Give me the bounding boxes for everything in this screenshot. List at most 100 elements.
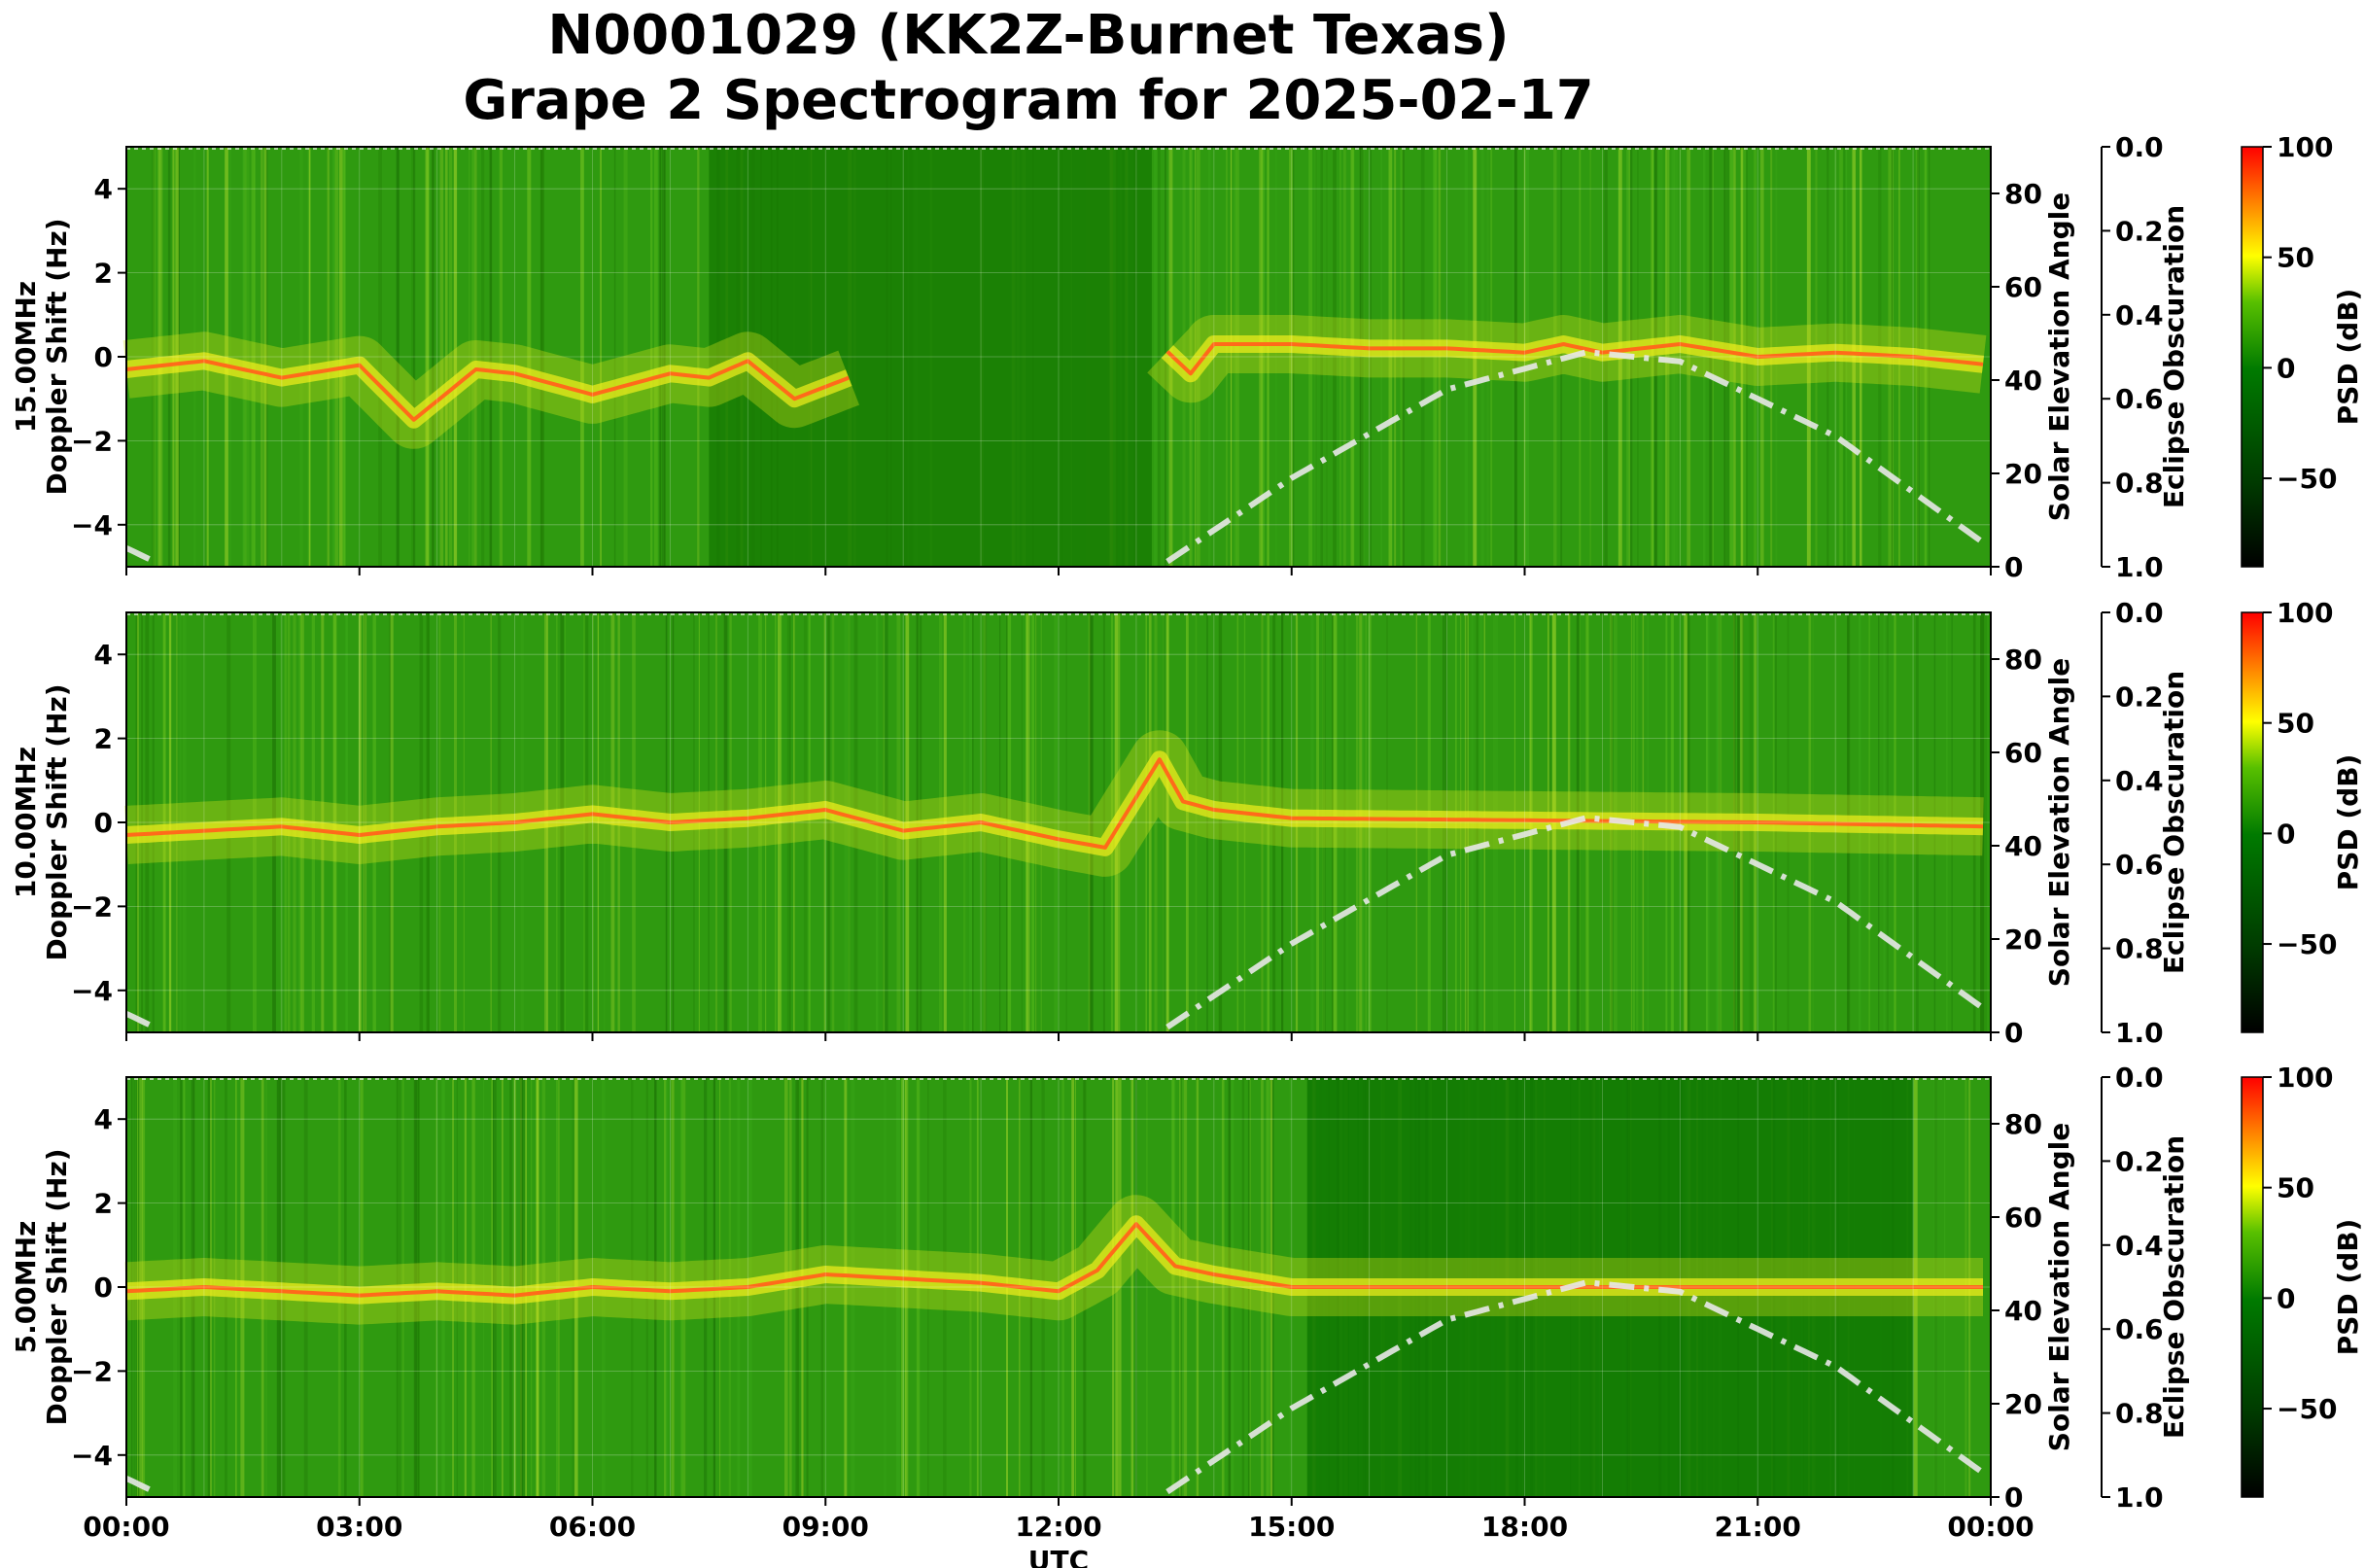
x-axis-label: UTC — [1028, 1545, 1089, 1568]
spectrogram-streak — [659, 147, 661, 567]
y-tick-label: 2 — [94, 1188, 113, 1220]
spectrogram-streak — [332, 147, 335, 567]
spectrogram-streak — [363, 612, 367, 1032]
psd-colorbar — [2241, 1076, 2264, 1498]
spectrogram-streak — [1230, 147, 1233, 567]
colorbar-tick-label: −50 — [2277, 928, 2337, 960]
elevation-tick-label: 40 — [2004, 830, 2042, 862]
elevation-tick-label: 0 — [2004, 1017, 2023, 1049]
spectrogram-streak — [1674, 147, 1678, 567]
spectrogram-streak — [1665, 147, 1667, 567]
colorbar-tick-label: 0 — [2277, 1282, 2295, 1314]
eclipse-tick-label: 1.0 — [2115, 1017, 2164, 1049]
spectrogram-streak — [334, 147, 336, 567]
spectrogram-streak — [168, 612, 172, 1032]
spectrogram-streak — [1326, 147, 1328, 567]
colorbar-tick-label: 50 — [2277, 242, 2314, 274]
spectrogram-streak — [413, 147, 416, 567]
spectrogram-streak — [793, 612, 795, 1032]
elevation-axis-label: Solar Elevation Angle — [2043, 658, 2075, 987]
spectrogram-streak — [1186, 612, 1189, 1032]
spectrogram-streak — [851, 1077, 855, 1497]
y-tick-label: 0 — [94, 807, 113, 839]
y-tick-label: 4 — [94, 639, 113, 671]
eclipse-tick-label: 0.6 — [2115, 849, 2164, 881]
spectrogram-streak — [1189, 147, 1193, 567]
spectrogram-streak — [1179, 1077, 1183, 1497]
spectrogram-streak — [157, 147, 161, 567]
spectrogram-streak — [432, 147, 435, 567]
spectrogram-streak — [265, 147, 268, 567]
spectrogram-streak — [581, 147, 584, 567]
x-tick-label: 06:00 — [549, 1511, 636, 1543]
spectrogram-streak — [1652, 147, 1654, 567]
eclipse-tick-label: 0.8 — [2115, 933, 2164, 965]
spectrogram-streak — [697, 147, 700, 567]
colorbar-tick-label: −50 — [2277, 463, 2337, 495]
x-tick-label: 00:00 — [1947, 1511, 2034, 1543]
elevation-tick-label: 80 — [2004, 1108, 2042, 1140]
spectrogram-streak — [1206, 612, 1208, 1032]
spectrogram-streak — [1088, 612, 1092, 1032]
spectrogram-streak — [1261, 147, 1265, 567]
spectrogram-streak — [162, 612, 166, 1032]
spectrogram-streak — [469, 147, 470, 567]
spectrogram-streak — [661, 147, 666, 567]
spectrogram-streak — [1553, 147, 1557, 567]
spectrogram-streak — [345, 612, 348, 1032]
spectrogram-streak — [1333, 147, 1337, 567]
spectrogram-streak — [1350, 147, 1354, 567]
spectrogram-streak — [499, 147, 503, 567]
y-tick-label: −2 — [71, 890, 113, 923]
spectrogram-streak — [137, 612, 139, 1032]
elevation-tick-label: 40 — [2004, 365, 2042, 397]
solar-elevation-curve — [124, 1011, 159, 1031]
y-axis-label: Doppler Shift (Hz) — [41, 683, 73, 960]
spectrogram-streak — [1292, 147, 1295, 567]
spectrogram-streak — [1154, 147, 1158, 567]
eclipse-tick-label: 0.6 — [2115, 1313, 2164, 1345]
eclipse-tick-label: 1.0 — [2115, 1481, 2164, 1514]
spectrogram-streak — [1065, 612, 1067, 1032]
eclipse-tick-label: 0.2 — [2115, 1145, 2164, 1177]
spectrogram-streak — [225, 147, 228, 567]
spectrogram-streak — [1289, 147, 1293, 567]
spectrogram-streak — [339, 147, 343, 567]
spectrogram-streak — [1339, 147, 1341, 567]
spectrogram-streak — [471, 147, 474, 567]
eclipse-tick-label: 1.0 — [2115, 551, 2164, 583]
spectrogram-streak — [1259, 147, 1264, 567]
spectrogram-streak — [1226, 147, 1228, 567]
spectrogram-streak — [1173, 1077, 1176, 1497]
doppler-trace — [125, 359, 850, 422]
spectrogram-streak — [246, 147, 250, 567]
elevation-tick-label: 60 — [2004, 737, 2042, 769]
spectrogram-streak — [806, 1077, 809, 1497]
spectrogram-streak — [1146, 1077, 1148, 1497]
spectrogram-streak — [453, 147, 458, 567]
spectrogram-streak — [1275, 147, 1277, 567]
spectrogram-streak — [1135, 1077, 1137, 1497]
spectrogram-streak — [1112, 1077, 1115, 1497]
spectrogram-streak — [1026, 612, 1030, 1032]
spectrogram-streak — [653, 147, 658, 567]
spectrogram-streak — [299, 147, 303, 567]
spectrogram-streak — [820, 1077, 823, 1497]
spectrogram-streak — [1231, 1077, 1235, 1497]
spectrogram-streak — [803, 612, 808, 1032]
y-tick-label: −4 — [71, 1440, 113, 1472]
colorbar-tick-label: 50 — [2277, 708, 2314, 740]
y-tick-label: 4 — [94, 1103, 113, 1135]
spectrogram-streak — [1320, 147, 1323, 567]
figure-subtitle: Grape 2 Spectrogram for 2025-02-17 — [463, 69, 1593, 132]
elevation-tick-label: 80 — [2004, 178, 2042, 210]
solar-elevation-curve — [1165, 1279, 1985, 1495]
spectrogram-streak — [1195, 612, 1198, 1032]
spectrogram-streak — [1308, 147, 1313, 567]
spectrogram-streak — [1243, 612, 1246, 1032]
eclipse-tick-label: 0.2 — [2115, 680, 2164, 713]
spectrogram-streak — [426, 147, 430, 567]
x-tick-label: 15:00 — [1248, 1511, 1335, 1543]
spectrogram-streak — [1228, 1077, 1232, 1497]
